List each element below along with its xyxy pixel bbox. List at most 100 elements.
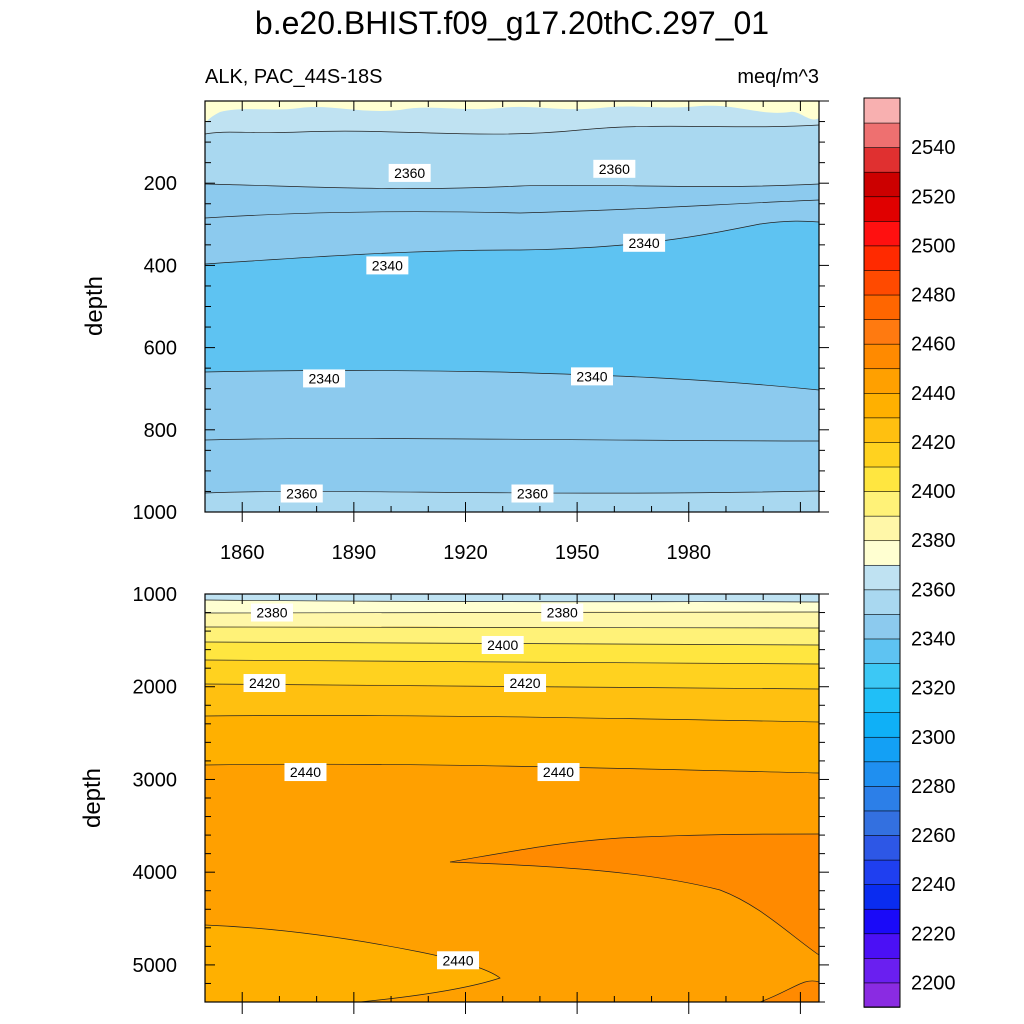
- contour-label-text: 2360: [394, 165, 425, 181]
- contour-label: 2340: [571, 367, 614, 386]
- colorbar-tick-labels: 2200 2220 2240 2260 2280 2300 2320 2340 2360 2380…: [911, 137, 956, 994]
- bottom-contour-fills: [205, 594, 819, 1002]
- y-tick-label: 800: [144, 420, 177, 442]
- contour-line: [759, 980, 819, 1002]
- colorbar-swatch: [863, 564, 901, 591]
- top-contour-fills: [205, 101, 819, 512]
- top-y-axis-label: depth: [81, 276, 108, 336]
- colorbar-tick-label: 2280: [911, 776, 956, 798]
- colorbar-swatch: [863, 146, 901, 173]
- contour-line: [205, 124, 819, 135]
- colorbar-swatch: [863, 785, 901, 812]
- colorbar-tick-label: 2300: [911, 727, 956, 749]
- colorbar-tick-label: 2220: [911, 923, 956, 945]
- contour-label: 2340: [623, 233, 666, 252]
- contour-label-text: 2440: [290, 764, 321, 780]
- contour-label-text: 2400: [487, 637, 518, 653]
- contour-label: 2400: [481, 636, 524, 654]
- fill-band-2430-2440: [205, 715, 819, 773]
- colorbar-swatch: [863, 318, 901, 345]
- colorbar-swatch: [863, 417, 901, 443]
- colorbar-tick-label: 2200: [911, 972, 956, 994]
- colorbar-swatch: [863, 834, 901, 861]
- contour-label: 2440: [284, 763, 327, 782]
- contour-label: 2420: [504, 674, 547, 693]
- colorbar-tick-label: 2320: [911, 678, 956, 700]
- colorbar-tick-label: 2360: [911, 579, 956, 601]
- contour-label-text: 2420: [249, 675, 280, 691]
- contour-label-text: 2340: [309, 370, 340, 386]
- fill-band-2390-2400: [205, 626, 819, 645]
- fill-band-2450-2460-corner: [760, 980, 819, 1002]
- x-tick-label: 1860: [220, 542, 265, 564]
- fill-band-2450-2460: [450, 834, 819, 955]
- colorbar-swatch: [863, 589, 901, 615]
- contour-label-text: 2340: [372, 257, 403, 273]
- colorbar-swatch: [863, 883, 901, 910]
- y-tick-label: 1000: [133, 584, 178, 606]
- colorbar-swatch: [863, 982, 901, 1008]
- colorbar: [863, 97, 901, 1008]
- contour-line: [205, 199, 819, 219]
- colorbar-swatch: [863, 613, 901, 640]
- contour-line: [205, 220, 819, 265]
- colorbar-swatch: [863, 195, 901, 222]
- y-tick-label: 600: [144, 338, 177, 360]
- contour-label-text: 2380: [256, 605, 287, 621]
- colorbar-swatch: [863, 662, 901, 689]
- colorbar-swatch: [863, 343, 901, 370]
- colorbar-swatch: [863, 367, 901, 394]
- colorbar-tick-label: 2240: [911, 874, 956, 896]
- fill-band-2430-2440-lower: [205, 925, 500, 1002]
- colorbar-tick-label: 2420: [911, 432, 956, 454]
- colorbar-tick-label: 2500: [911, 235, 956, 257]
- contour-label-text: 2360: [517, 486, 548, 502]
- colorbar-swatch: [863, 638, 901, 664]
- contour-label: 2380: [541, 603, 584, 622]
- contour-label: 2360: [593, 159, 636, 178]
- x-tick-label: 1950: [555, 542, 600, 564]
- bottom-y-axis-label: depth: [79, 768, 106, 828]
- contour-label: 2360: [280, 484, 323, 503]
- colorbar-swatch: [863, 490, 901, 517]
- contour-line: [205, 490, 819, 494]
- colorbar-swatch: [863, 810, 901, 836]
- contour-line: [205, 183, 819, 189]
- y-tick-label: 1000: [133, 502, 178, 524]
- contour-label-text: 2440: [442, 952, 473, 968]
- contour-label-text: 2340: [629, 235, 660, 251]
- top-contour-labels: 2360 2360 2340 2340 2340 2340 2360 2360: [280, 159, 666, 503]
- contour-label: 2360: [388, 163, 431, 182]
- colorbar-swatch: [863, 97, 901, 124]
- colorbar-swatch: [863, 220, 901, 247]
- top-x-axis-ticks: 1860 1890 1920 1950 1980: [204, 101, 801, 564]
- contour-label: 2340: [366, 256, 409, 275]
- colorbar-swatch: [863, 515, 901, 542]
- y-tick-label: 3000: [133, 769, 178, 791]
- colorbar-tick-label: 2480: [911, 285, 956, 307]
- colorbar-tick-label: 2520: [911, 186, 956, 208]
- bottom-x-axis-ticks: [204, 594, 801, 1014]
- y-tick-label: 5000: [133, 955, 178, 977]
- colorbar-swatch: [863, 736, 901, 763]
- colorbar-tick-label: 2440: [911, 383, 956, 405]
- colorbar-swatch: [863, 122, 901, 148]
- contour-label: 2380: [250, 603, 293, 622]
- variable-region-label: ALK, PAC_44S-18S: [205, 66, 383, 88]
- top-contour-lines: [205, 124, 819, 494]
- colorbar-swatch: [863, 932, 901, 959]
- contour-label-text: 2340: [576, 368, 607, 384]
- contour-label: 2340: [303, 369, 346, 388]
- fill-band-2360-2370: [205, 594, 819, 602]
- y-tick-label: 4000: [133, 862, 178, 884]
- colorbar-swatch: [863, 957, 901, 984]
- x-tick-label: 1890: [332, 542, 377, 564]
- colorbar-swatch: [863, 711, 901, 738]
- contour-label-text: 2360: [286, 486, 317, 502]
- units-label: meq/m^3: [737, 66, 819, 88]
- y-tick-label: 2000: [133, 677, 178, 699]
- y-tick-label: 400: [144, 255, 177, 277]
- contour-label: 2420: [243, 674, 286, 693]
- colorbar-swatch: [863, 539, 901, 566]
- top-panel: 2360 2360 2340 2340 2340 2340 2360 2360 1860 189…: [81, 100, 829, 564]
